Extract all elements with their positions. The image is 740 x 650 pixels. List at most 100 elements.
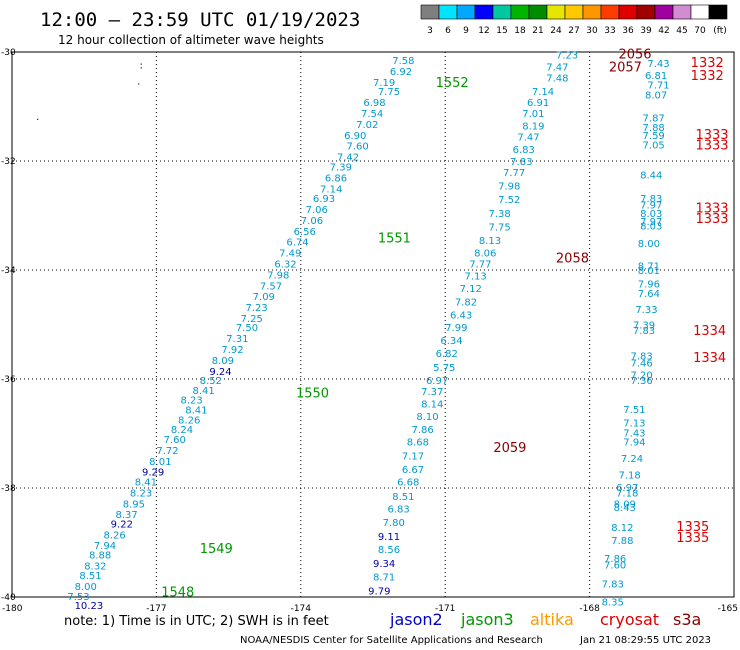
swh-value: 7.59 (643, 131, 665, 142)
swh-value: 7.83 (631, 352, 653, 363)
color-scale-label: (ft) (713, 26, 727, 36)
swh-value: 7.88 (611, 536, 633, 547)
swh-value: 6.83 (387, 505, 409, 516)
color-scale-label: 18 (514, 26, 526, 36)
pass-number-label: 1332 (691, 69, 724, 84)
swh-value: 8.95 (123, 499, 145, 510)
swh-value: 7.88 (643, 123, 665, 134)
swh-value: 7.05 (643, 141, 665, 152)
swh-value: 7.60 (164, 435, 186, 446)
x-tick-label: -180 (2, 604, 23, 614)
swh-value: 8.37 (115, 510, 137, 521)
swh-value: 7.14 (320, 184, 342, 195)
pass-number-label: 1335 (676, 520, 709, 535)
swh-value: 8.00 (638, 239, 660, 250)
swh-value: 7.71 (647, 81, 669, 92)
pass-number-label: 1333 (695, 128, 728, 143)
y-tick-label: -32 (1, 157, 16, 167)
pass-number-label: 1332 (691, 56, 724, 71)
color-swatch (636, 4, 656, 20)
color-swatch (672, 4, 692, 20)
color-swatch (582, 4, 602, 20)
swh-value: 7.46 (631, 359, 653, 370)
swh-value: 7.12 (460, 284, 482, 295)
color-swatch (474, 4, 494, 20)
swh-value: 7.31 (226, 334, 248, 345)
swh-value: 7.42 (337, 153, 359, 164)
swh-value: 7.94 (94, 541, 116, 552)
swh-value: 8.68 (407, 438, 429, 449)
y-tick-label: -36 (1, 375, 16, 385)
swh-value: 8.00 (75, 582, 97, 593)
swh-value: 8.41 (185, 406, 207, 417)
color-scale-label: 36 (622, 26, 634, 36)
plot-frame (11, 51, 735, 598)
swh-value: 7.47 (546, 63, 568, 74)
swh-value: 7.97 (640, 217, 662, 228)
swh-value: 7.02 (356, 120, 378, 131)
color-swatch (492, 4, 512, 20)
swh-value: 7.54 (361, 109, 383, 120)
swh-value: 8.51 (79, 571, 101, 582)
stray-mark: . (36, 112, 39, 123)
swh-value: 7.52 (498, 195, 520, 206)
swh-value: 7.47 (517, 132, 539, 143)
swh-value: 7.49 (279, 249, 301, 260)
color-swatch (510, 4, 530, 20)
grid (12, 52, 734, 597)
color-swatch (528, 4, 548, 20)
color-swatch (546, 4, 566, 20)
x-tick-label: -171 (435, 604, 455, 614)
swh-value: 7.24 (621, 454, 643, 465)
swh-value: 7.82 (455, 298, 477, 309)
satellite-legend-item: altika (530, 610, 574, 629)
swh-value: 7.43 (647, 59, 669, 70)
swh-value: 8.24 (171, 425, 193, 436)
legend-note: note: 1) Time is in UTC; 2) SWH is in fe… (64, 614, 329, 629)
color-swatch (456, 4, 476, 20)
y-tick-label: -30 (1, 48, 16, 58)
swh-value: 8.52 (200, 376, 222, 387)
swh-value: 8.01 (149, 457, 171, 468)
swh-value: 7.98 (267, 270, 289, 281)
color-swatch (708, 4, 728, 20)
swh-value: 7.57 (260, 281, 282, 292)
swh-value: 7.18 (618, 470, 640, 481)
swh-value: 9.24 (209, 367, 231, 378)
swh-value: 8.44 (640, 171, 662, 182)
stray-mark: · (137, 79, 140, 90)
color-scale-label: 15 (496, 26, 507, 36)
swh-value: 7.17 (402, 451, 424, 462)
swh-value: 6.74 (286, 238, 308, 249)
swh-value: 8.41 (135, 477, 157, 488)
color-scale-label: 42 (658, 26, 669, 36)
swh-value: 8.14 (421, 400, 443, 411)
swh-value: 8.07 (645, 91, 667, 102)
swh-value: 7.97 (640, 201, 662, 212)
swh-value: 8.12 (611, 523, 633, 534)
swh-value: 7.39 (633, 321, 655, 332)
swh-value: 7.83 (640, 194, 662, 205)
swh-value: 7.87 (643, 113, 665, 124)
satellite-legend: jason2 jason3 altika cryosat s3a (389, 610, 701, 629)
pass-number-label: 1335 (676, 531, 709, 546)
swh-value: 6.81 (645, 71, 667, 82)
pass-number-label: 1549 (200, 542, 233, 557)
swh-value: 8.03 (640, 209, 662, 220)
swh-value: 7.60 (604, 560, 626, 571)
swh-value: 7.09 (253, 292, 275, 303)
color-swatch (618, 4, 638, 20)
swh-value: 7.20 (631, 371, 653, 382)
footer-credit: NOAA/NESDIS Center for Satellite Applica… (240, 635, 543, 646)
swh-value: 8.88 (89, 550, 111, 561)
swh-value: 7.86 (412, 425, 434, 436)
swh-value: 7.06 (301, 216, 323, 227)
swh-value: 7.64 (638, 289, 660, 300)
swh-value: 7.14 (532, 87, 554, 98)
swh-value: 9.22 (111, 519, 133, 530)
swh-value: 7.77 (503, 168, 525, 179)
swh-value: 7.98 (498, 182, 520, 193)
swh-value: 7.53 (67, 592, 89, 603)
swh-value: 6.93 (313, 194, 335, 205)
swh-value: 7.77 (469, 259, 491, 270)
